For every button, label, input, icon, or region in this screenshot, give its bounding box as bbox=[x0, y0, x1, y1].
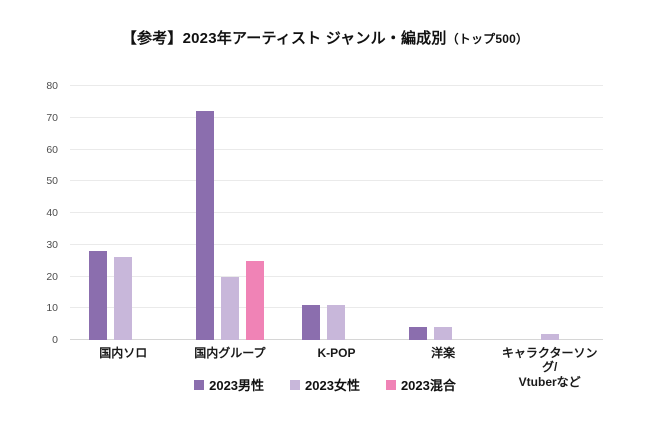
bar-2023男性-1 bbox=[195, 111, 214, 340]
x-axis-label-line: 洋楽 bbox=[431, 346, 456, 360]
y-tick-label-60: 60 bbox=[46, 143, 58, 156]
category-group-1 bbox=[177, 86, 284, 340]
legend-swatch-icon bbox=[290, 379, 301, 390]
chart-title-main: 【参考】2023年アーティスト ジャンル・編成別 bbox=[121, 30, 447, 47]
y-tick-label-40: 40 bbox=[46, 207, 58, 219]
x-axis-label-3: 洋楽 bbox=[390, 346, 497, 360]
legend-item-2023混合: 2023混合 bbox=[385, 375, 456, 394]
bar-2023女性-0 bbox=[114, 257, 133, 340]
bar-2023男性-3 bbox=[409, 327, 428, 340]
legend-label: 2023男性 bbox=[209, 378, 265, 393]
gridline-y-40 bbox=[70, 212, 603, 213]
bar-2023女性-3 bbox=[434, 327, 453, 340]
bar-2023男性-2 bbox=[302, 305, 321, 340]
y-tick-label-70: 70 bbox=[46, 111, 58, 124]
gridline-y-70 bbox=[70, 116, 603, 118]
plot-area bbox=[70, 85, 603, 340]
bar-2023女性-1 bbox=[220, 276, 239, 340]
chart-title: 【参考】2023年アーティスト ジャンル・編成別（トップ500） bbox=[0, 27, 650, 48]
category-group-0 bbox=[70, 86, 177, 340]
x-axis-label-0: 国内ソロ bbox=[70, 346, 177, 360]
bar-2023女性-4 bbox=[540, 333, 559, 340]
legend-swatch-icon bbox=[194, 379, 205, 390]
gridline-y-60 bbox=[70, 148, 603, 150]
category-group-4 bbox=[496, 86, 603, 340]
gridline-y-30 bbox=[70, 243, 603, 245]
legend-label: 2023女性 bbox=[305, 378, 360, 393]
gridline-y-20 bbox=[70, 275, 603, 277]
x-axis-label-line: キャラクターソング/ bbox=[501, 346, 598, 375]
y-tick-label-10: 10 bbox=[46, 302, 58, 315]
legend-item-2023女性: 2023女性 bbox=[290, 375, 360, 394]
y-tick-label-0: 0 bbox=[52, 334, 58, 346]
x-axis-label-4: キャラクターソング/Vtuberなど bbox=[496, 346, 603, 389]
x-axis-label-line: 国内ソロ bbox=[99, 346, 148, 360]
bar-2023混合-1 bbox=[245, 260, 264, 340]
chart-title-suffix: （トップ500） bbox=[446, 32, 529, 46]
category-group-3 bbox=[390, 86, 497, 340]
legend-item-2023男性: 2023男性 bbox=[194, 375, 264, 394]
x-axis-label-line: 国内グループ bbox=[194, 346, 266, 360]
legend: 2023男性 2023女性 2023混合 bbox=[0, 375, 650, 394]
y-tick-label-20: 20 bbox=[46, 270, 58, 283]
gridline-y-80 bbox=[70, 85, 603, 86]
category-group-2 bbox=[283, 86, 390, 340]
y-tick-label-50: 50 bbox=[46, 175, 58, 188]
bar-2023女性-2 bbox=[327, 305, 346, 340]
x-axis-label-line: K-POP bbox=[317, 346, 356, 360]
y-tick-label-80: 80 bbox=[46, 80, 58, 92]
legend-swatch-icon bbox=[385, 379, 396, 390]
x-axis-label-1: 国内グループ bbox=[177, 346, 284, 360]
legend-label: 2023混合 bbox=[400, 378, 456, 393]
gridline-y-50 bbox=[70, 180, 603, 182]
bar-2023男性-0 bbox=[89, 251, 108, 340]
y-tick-label-30: 30 bbox=[46, 238, 58, 251]
x-axis-label-2: K-POP bbox=[283, 346, 390, 360]
x-axis-label-line: Vtuberなど bbox=[518, 374, 581, 389]
